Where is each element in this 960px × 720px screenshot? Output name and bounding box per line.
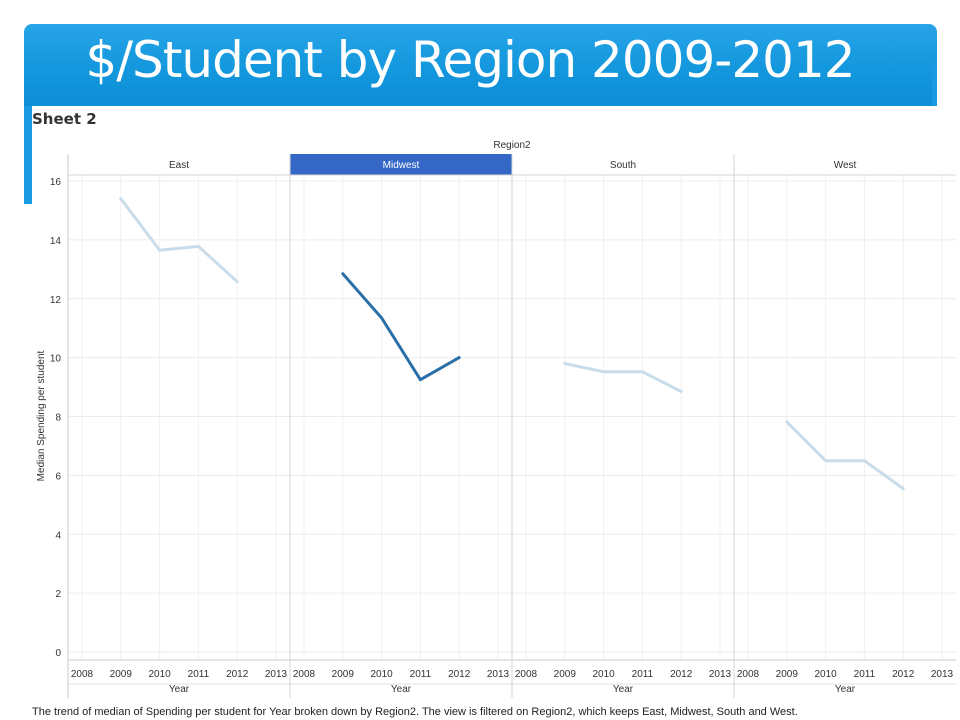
x-tick-label: 2009 xyxy=(776,669,799,680)
x-tick-label: 2011 xyxy=(632,669,654,680)
x-tick-label: 2008 xyxy=(71,669,94,680)
x-tick-label: 2008 xyxy=(515,669,538,680)
x-tick-label: 2010 xyxy=(814,669,837,680)
x-tick-label: 2009 xyxy=(332,669,355,680)
accent-bar-left xyxy=(24,106,32,204)
panel-header-label: Midwest xyxy=(383,160,420,171)
panel-header-west xyxy=(734,154,956,175)
y-tick-label: 6 xyxy=(55,471,61,482)
x-tick-label: 2011 xyxy=(854,669,876,680)
x-tick-label: 2009 xyxy=(110,669,133,680)
series-line-south xyxy=(563,362,683,393)
y-tick-label: 0 xyxy=(55,648,61,659)
x-tick-label: 2012 xyxy=(226,669,249,680)
panel-header-label: South xyxy=(610,160,636,171)
x-tick-label: 2013 xyxy=(265,669,288,680)
accent-bar-right xyxy=(932,60,937,106)
x-axis-label: Year xyxy=(169,684,190,695)
x-tick-label: 2012 xyxy=(670,669,693,680)
x-tick-label: 2013 xyxy=(709,669,732,680)
panel-header-label: East xyxy=(169,160,189,171)
x-tick-label: 2008 xyxy=(293,669,316,680)
x-tick-label: 2009 xyxy=(554,669,577,680)
y-tick-label: 14 xyxy=(50,236,62,247)
panel-header-label: West xyxy=(834,160,857,171)
y-tick-label: 8 xyxy=(55,413,61,424)
y-tick-label: 16 xyxy=(50,177,62,188)
facet-title: Region2 xyxy=(493,140,531,151)
y-tick-label: 2 xyxy=(55,589,61,600)
x-tick-label: 2013 xyxy=(931,669,954,680)
sheet-label: Sheet 2 xyxy=(32,110,97,128)
panel-header-midwest xyxy=(290,154,512,175)
x-axis-label: Year xyxy=(835,684,856,695)
chart-caption: The trend of median of Spending per stud… xyxy=(32,706,798,718)
x-axis-label: Year xyxy=(391,684,412,695)
panel-header-south xyxy=(512,154,734,175)
x-tick-label: 2010 xyxy=(148,669,171,680)
x-axis-label: Year xyxy=(613,684,634,695)
x-tick-label: 2012 xyxy=(892,669,915,680)
slide-title: $/Student by Region 2009-2012 xyxy=(85,31,855,89)
panel-header-east xyxy=(68,154,290,175)
series-line-west xyxy=(785,420,905,491)
x-tick-label: 2010 xyxy=(370,669,393,680)
y-tick-label: 12 xyxy=(50,295,62,306)
x-tick-label: 2011 xyxy=(188,669,210,680)
title-bar xyxy=(24,24,937,106)
x-tick-label: 2011 xyxy=(410,669,432,680)
series-line-midwest xyxy=(341,272,461,382)
x-tick-label: 2013 xyxy=(487,669,510,680)
y-axis-label: Median Spending per student xyxy=(36,350,47,481)
y-tick-label: 10 xyxy=(50,354,62,365)
series-line-east xyxy=(119,197,239,284)
x-tick-label: 2008 xyxy=(737,669,760,680)
x-tick-label: 2012 xyxy=(448,669,471,680)
y-tick-label: 4 xyxy=(55,530,61,541)
x-tick-label: 2010 xyxy=(592,669,615,680)
